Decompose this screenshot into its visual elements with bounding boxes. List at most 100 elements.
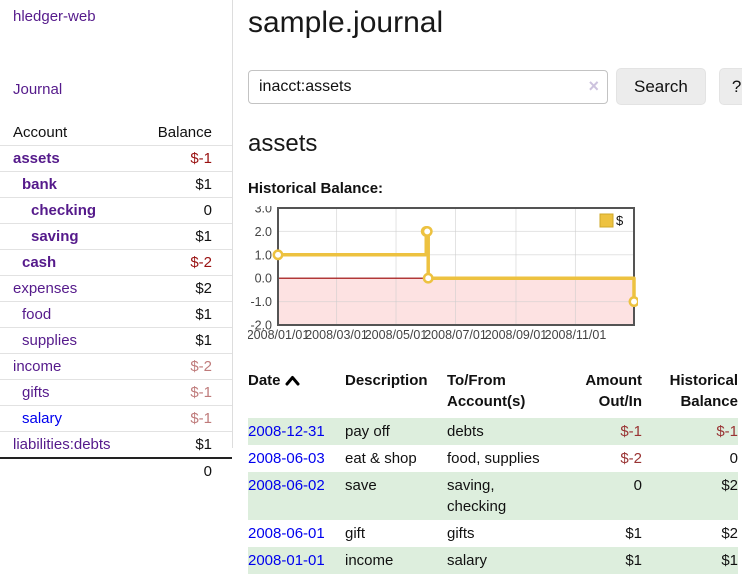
accounts-total-row: 0: [0, 458, 232, 484]
account-link-bank[interactable]: bank: [22, 176, 58, 193]
account-balance: $-2: [190, 358, 212, 375]
data-point: [422, 272, 434, 284]
account-balance: $1: [195, 176, 212, 193]
transaction-amount: $-2: [620, 450, 642, 467]
sidebar-item-journal[interactable]: Journal: [13, 81, 63, 98]
transaction-date-link[interactable]: 2008-06-02: [248, 477, 325, 494]
transaction-description: gift: [345, 525, 366, 542]
accounts-header-account: Account: [13, 124, 68, 141]
sort-ascending-icon: [285, 371, 300, 392]
transaction-row[interactable]: 2008-06-03 eat & shop food, supplies $-2…: [248, 445, 738, 472]
account-link-assets[interactable]: assets: [13, 150, 60, 167]
transaction-row[interactable]: 2008-06-01 gift gifts $1 $2: [248, 520, 738, 547]
account-link-salary[interactable]: salary: [22, 410, 63, 427]
column-header-tofrom[interactable]: To/From Account(s): [447, 372, 526, 410]
x-axis-tick-label: 2008/01/01: [248, 328, 309, 342]
accounts-balance-table: Account Balance assets $-1 bank $1 check…: [0, 120, 232, 484]
account-row: saving $1: [0, 223, 232, 250]
column-header-date[interactable]: Date: [248, 368, 345, 418]
transaction-balance: $1: [642, 547, 738, 574]
y-axis-tick-label: 2.0: [255, 225, 272, 239]
account-link-income[interactable]: income: [13, 358, 62, 375]
column-header-amount[interactable]: Amount Out/In: [585, 372, 642, 410]
transactions-table: Date Description To/From Account(s) Amou…: [248, 368, 738, 574]
account-balance: $2: [195, 280, 212, 297]
transaction-accounts: debts: [447, 418, 553, 445]
account-link-gifts[interactable]: gifts: [22, 384, 50, 401]
account-row: checking 0: [0, 197, 232, 224]
transaction-date-link[interactable]: 2008-12-31: [248, 423, 325, 440]
y-axis-tick-label: 3.0: [255, 206, 272, 216]
transaction-accounts: gifts: [447, 525, 475, 542]
account-balance: $1: [195, 436, 212, 453]
transaction-balance: $2: [642, 472, 738, 520]
sidebar: hledger-web Journal Account Balance asse…: [0, 0, 233, 480]
accounts-header-row: Account Balance: [0, 120, 232, 146]
data-point: [272, 249, 284, 261]
account-row: income $-2: [0, 353, 232, 380]
transaction-row[interactable]: 2008-01-01 income salary $1 $1: [248, 547, 738, 574]
data-point: [628, 296, 640, 308]
transaction-balance: $2: [721, 525, 738, 542]
help-button[interactable]: ?: [718, 68, 742, 105]
chart-heading: Historical Balance:: [248, 180, 384, 197]
clear-search-icon[interactable]: ×: [588, 75, 599, 96]
y-axis-tick-label: 0.0: [255, 272, 272, 286]
x-axis-tick-label: 2008/05/01: [365, 328, 428, 342]
account-balance: 0: [203, 202, 212, 219]
account-heading: assets: [248, 130, 318, 157]
account-balance: $-1: [190, 384, 212, 401]
transaction-balance: $-1: [642, 418, 738, 445]
accounts-header-balance: Balance: [157, 124, 212, 141]
account-row: bank $1: [0, 171, 232, 198]
legend-label: $: [616, 213, 624, 228]
transactions-header-row: Date Description To/From Account(s) Amou…: [248, 368, 738, 418]
account-link-checking[interactable]: checking: [31, 202, 97, 219]
app-brand-link[interactable]: hledger-web: [13, 8, 96, 25]
account-link-cash[interactable]: cash: [22, 254, 57, 271]
account-link-food[interactable]: food: [22, 306, 52, 323]
account-row: salary $-1: [0, 405, 232, 432]
account-row: supplies $1: [0, 327, 232, 354]
account-link-expenses[interactable]: expenses: [13, 280, 78, 297]
account-link-liabilities-debts[interactable]: liabilities:debts: [13, 436, 111, 453]
account-row: food $1: [0, 301, 232, 328]
column-header-description[interactable]: Description: [345, 372, 428, 389]
search-button[interactable]: Search: [616, 68, 706, 105]
transaction-row[interactable]: 2008-12-31 pay off debts $-1 $-1: [248, 418, 738, 445]
account-link-saving[interactable]: saving: [31, 228, 79, 245]
data-point: [421, 225, 433, 237]
transaction-accounts: food, supplies: [447, 450, 540, 467]
account-balance: $1: [195, 228, 212, 245]
transaction-description: pay off: [345, 418, 447, 445]
x-axis-tick-label: 2008/11/01: [545, 328, 607, 342]
transaction-amount: $1: [625, 525, 642, 542]
transaction-amount: $-1: [553, 418, 642, 445]
transaction-balance: 0: [729, 450, 738, 467]
plot-border: [277, 207, 635, 326]
transaction-date-link[interactable]: 2008-01-01: [248, 552, 325, 569]
account-row: gifts $-1: [0, 379, 232, 406]
account-row: expenses $2: [0, 275, 232, 302]
x-axis-tick-label: 2008/03/01: [305, 328, 368, 342]
transaction-description: income: [345, 547, 447, 574]
y-axis-tick-label: -1.0: [250, 295, 272, 309]
column-header-balance[interactable]: Historical Balance: [669, 372, 738, 410]
transaction-accounts: saving, checking: [447, 472, 553, 520]
transaction-date-link[interactable]: 2008-06-03: [248, 450, 325, 467]
y-axis-tick-label: 1.0: [255, 248, 272, 262]
search-input[interactable]: [248, 69, 608, 104]
account-row: liabilities:debts $1: [0, 431, 232, 459]
main-content: sample.journal × Search ? assets Histori…: [247, 0, 742, 574]
transaction-row[interactable]: 2008-06-02 save saving, checking 0 $2: [248, 472, 738, 520]
transaction-date-link[interactable]: 2008-06-01: [248, 525, 325, 542]
search-form: × Search ?: [248, 68, 742, 105]
account-balance: $1: [195, 306, 212, 323]
x-axis-tick-label: 2008/07/01: [424, 328, 487, 342]
account-link-supplies[interactable]: supplies: [22, 332, 78, 349]
transaction-description: eat & shop: [345, 450, 417, 467]
transaction-accounts: salary: [447, 547, 553, 574]
account-row: assets $-1: [0, 145, 232, 172]
legend-swatch: [599, 213, 614, 228]
accounts-total-balance: 0: [203, 463, 212, 480]
